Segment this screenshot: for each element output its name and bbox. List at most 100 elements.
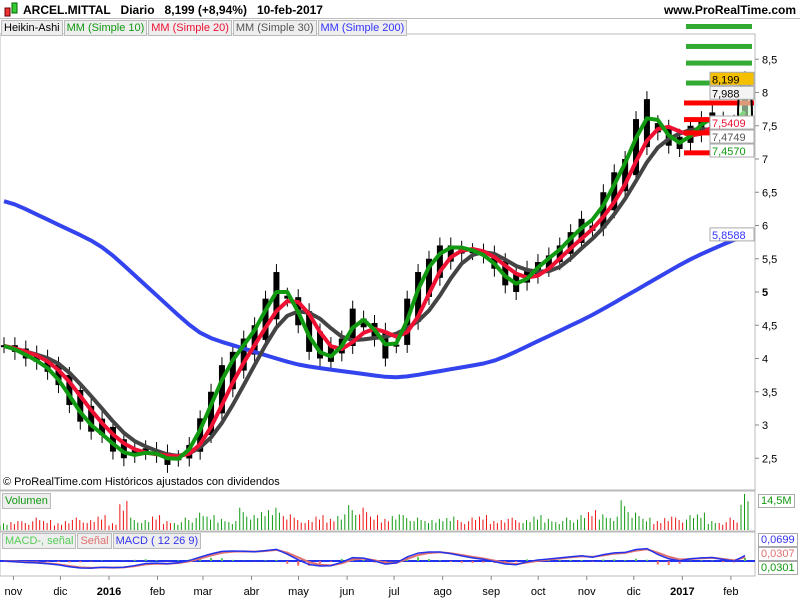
candle-body [643, 99, 650, 148]
candle-body [415, 272, 422, 322]
x-tick-label: sep [482, 586, 500, 598]
drawn-target-line [686, 60, 752, 66]
macd-line [3, 547, 746, 569]
candle-body [262, 298, 269, 340]
candle-body [120, 439, 127, 459]
price-tag [709, 71, 755, 86]
candle-body [251, 325, 258, 355]
price-tag-label: 7,5409 [712, 118, 746, 130]
x-tick-label: 2016 [97, 586, 121, 598]
candle-body [77, 389, 84, 422]
legend-item[interactable]: MM (Simple 10) [63, 20, 148, 36]
candle-body [284, 295, 291, 299]
signal-label[interactable]: Señal [77, 533, 112, 549]
x-tick-label: feb [723, 586, 738, 598]
candle-body [327, 345, 334, 362]
legend-item[interactable]: MM (Simple 30) [232, 20, 317, 36]
x-tick-label: jun [339, 586, 355, 598]
x-tick-label: dic [627, 586, 642, 598]
x-tick-label: abr [244, 586, 260, 598]
candle-body [317, 331, 324, 359]
price-tag-label: 7,4749 [712, 132, 746, 144]
ma30-line [3, 116, 747, 458]
volume-tag: 14,5M [758, 494, 795, 508]
candle-body [142, 448, 149, 452]
legend-item[interactable]: MM (Simple 200) [317, 20, 408, 36]
y-tick-label: 4 [762, 354, 768, 366]
candle-body [360, 318, 367, 328]
y-tick-label: 7 [762, 154, 768, 166]
y-tick-label: 2,5 [762, 453, 777, 465]
x-tick-label: dic [53, 586, 68, 598]
candle-body [611, 172, 618, 211]
ma10-line [3, 110, 747, 461]
x-tick-label: nov [578, 586, 596, 598]
y-tick-label: 4,5 [762, 320, 777, 332]
x-tick-label: nov [5, 586, 23, 598]
candle-body [447, 245, 454, 262]
price-tag-label: 7,4570 [712, 146, 746, 158]
drawn-target-line [686, 24, 752, 29]
candle-body [622, 159, 629, 192]
candle-body [197, 418, 204, 452]
candle-body [109, 426, 116, 452]
candle-body [545, 255, 552, 269]
candle-body [633, 119, 640, 176]
signal-line [3, 548, 746, 569]
x-tick-label: may [288, 586, 309, 598]
candle-body [578, 218, 585, 243]
candle-body [567, 232, 574, 254]
site-label: www.ProRealTime.com [663, 3, 796, 17]
candle-body [208, 391, 215, 436]
price-tag [709, 115, 755, 130]
price-tag-label: 5,8588 [712, 230, 746, 242]
copyright-note: © ProRealTime.com Históricos ajustados c… [3, 476, 280, 488]
candle-body [556, 245, 563, 263]
macd-tag: 0,0699 [758, 533, 798, 547]
candle-body [66, 374, 73, 406]
candle-body [240, 338, 247, 371]
x-tick-label: 2017 [670, 586, 694, 598]
y-tick-label: 5 [762, 287, 768, 299]
candle-body [600, 192, 607, 229]
candle-body [436, 245, 443, 278]
histogram-tag: 0,0301 [758, 561, 798, 575]
legend-item[interactable]: Heikin-Ashi [1, 20, 63, 36]
macd-label[interactable]: MACD-, señal [2, 533, 77, 549]
price-tag [709, 129, 755, 144]
ma200-line [3, 199, 746, 380]
macd-params-label[interactable]: MACD ( 12 26 9) [112, 533, 202, 549]
instrument-title: ARCEL.MITTAL Diario 8,199 (+8,94%) 10-fe… [23, 3, 323, 17]
macd-panel [0, 531, 756, 577]
macd-legend: MACD-, señal Señal MACD ( 12 26 9) [2, 533, 202, 549]
y-tick-label: 6 [762, 221, 768, 233]
legend-item[interactable]: MM (Simple 20) [148, 20, 232, 36]
drawn-stop-line [684, 100, 754, 106]
title-bar: ARCEL.MITTAL Diario 8,199 (+8,94%) 10-fe… [0, 0, 800, 19]
price-tag-label: 7,988 [712, 88, 740, 100]
price-tag [709, 85, 755, 100]
x-tick-label: feb [150, 586, 165, 598]
x-tick-label: jul [388, 586, 400, 598]
volume-label[interactable]: Volumen [2, 493, 51, 509]
candle-body [218, 365, 225, 414]
candlestick-icon [4, 2, 18, 17]
drawn-target-line [686, 43, 752, 49]
ma20-line [3, 113, 746, 459]
y-tick-label: 6,5 [762, 187, 777, 199]
price-tag-label: 8,199 [712, 74, 740, 86]
signal-tag: 0,0307 [758, 547, 798, 561]
candle-body [425, 258, 432, 297]
candle-body [229, 351, 236, 390]
candle-body [393, 344, 400, 347]
x-tick-label: mar [193, 586, 212, 598]
y-tick-label: 7,5 [762, 121, 777, 133]
x-tick-label: ago [433, 586, 451, 598]
candle-body [99, 418, 106, 435]
candle-body [131, 448, 138, 455]
candle-body [44, 357, 51, 372]
volume-panel [0, 490, 756, 532]
candle-body [88, 405, 95, 432]
price-tag [709, 227, 755, 242]
